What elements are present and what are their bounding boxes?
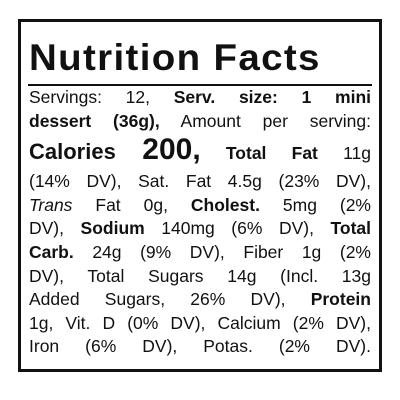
text: Total [330,218,371,239]
text: Trans [29,194,73,215]
rule [28,84,372,86]
text: (14% DV), Sat. Fat 4.5g (23% DV), [29,171,371,192]
text: Added Sugars, 26% DV), [29,289,311,310]
text: DV), Total Sugars 14g (Incl. 13g [29,265,371,286]
nutrition-label: Nutrition Facts Servings: 12, Serv. size… [18,19,382,372]
text: Total Fat [200,143,318,164]
text: Protein [310,289,371,310]
text: dessert (36g), [29,110,160,131]
text: Iron (6% DV), Potas. (2% DV). [29,336,371,357]
label-body: Servings: 12, Serv. size: 1 mini dessert… [29,86,371,359]
text: 11g [317,143,372,164]
text: DV), [29,218,81,239]
title: Nutrition Facts [29,37,321,78]
text: 140mg (6% DV), [144,218,331,239]
text: Carb. [29,241,74,262]
text: Servings: 12, [29,87,174,107]
text: 200, [142,133,201,167]
line: DV), Total Sugars 14g (Incl. 13g [29,265,371,289]
text: Calories [29,139,143,165]
text: 5mg (2% [259,194,371,215]
text: Sodium [80,218,145,239]
text: Fat 0g, [72,194,191,215]
text: 24g (9% DV), Fiber 1g (2% [73,241,371,262]
line: Calories 200, Total Fat 11g [29,133,371,170]
line: Added Sugars, 26% DV), Protein [29,288,371,312]
line: Servings: 12, Serv. size: 1 mini [29,86,371,110]
text: Serv. size: 1 mini [173,87,371,107]
line: 1g, Vit. D (0% DV), Calcium (2% DV), [29,312,371,336]
line: Trans Fat 0g, Cholest. 5mg (2% [29,194,371,218]
line: (14% DV), Sat. Fat 4.5g (23% DV), [29,170,371,194]
line: DV), Sodium 140mg (6% DV), Total [29,217,371,241]
text: Amount per serving: [159,110,371,131]
text: Cholest. [190,194,260,215]
line: Iron (6% DV), Potas. (2% DV). [29,335,371,359]
line: dessert (36g), Amount per serving: [29,110,371,134]
text: 1g, Vit. D (0% DV), Calcium (2% DV), [29,312,371,333]
line: Carb. 24g (9% DV), Fiber 1g (2% [29,241,371,265]
